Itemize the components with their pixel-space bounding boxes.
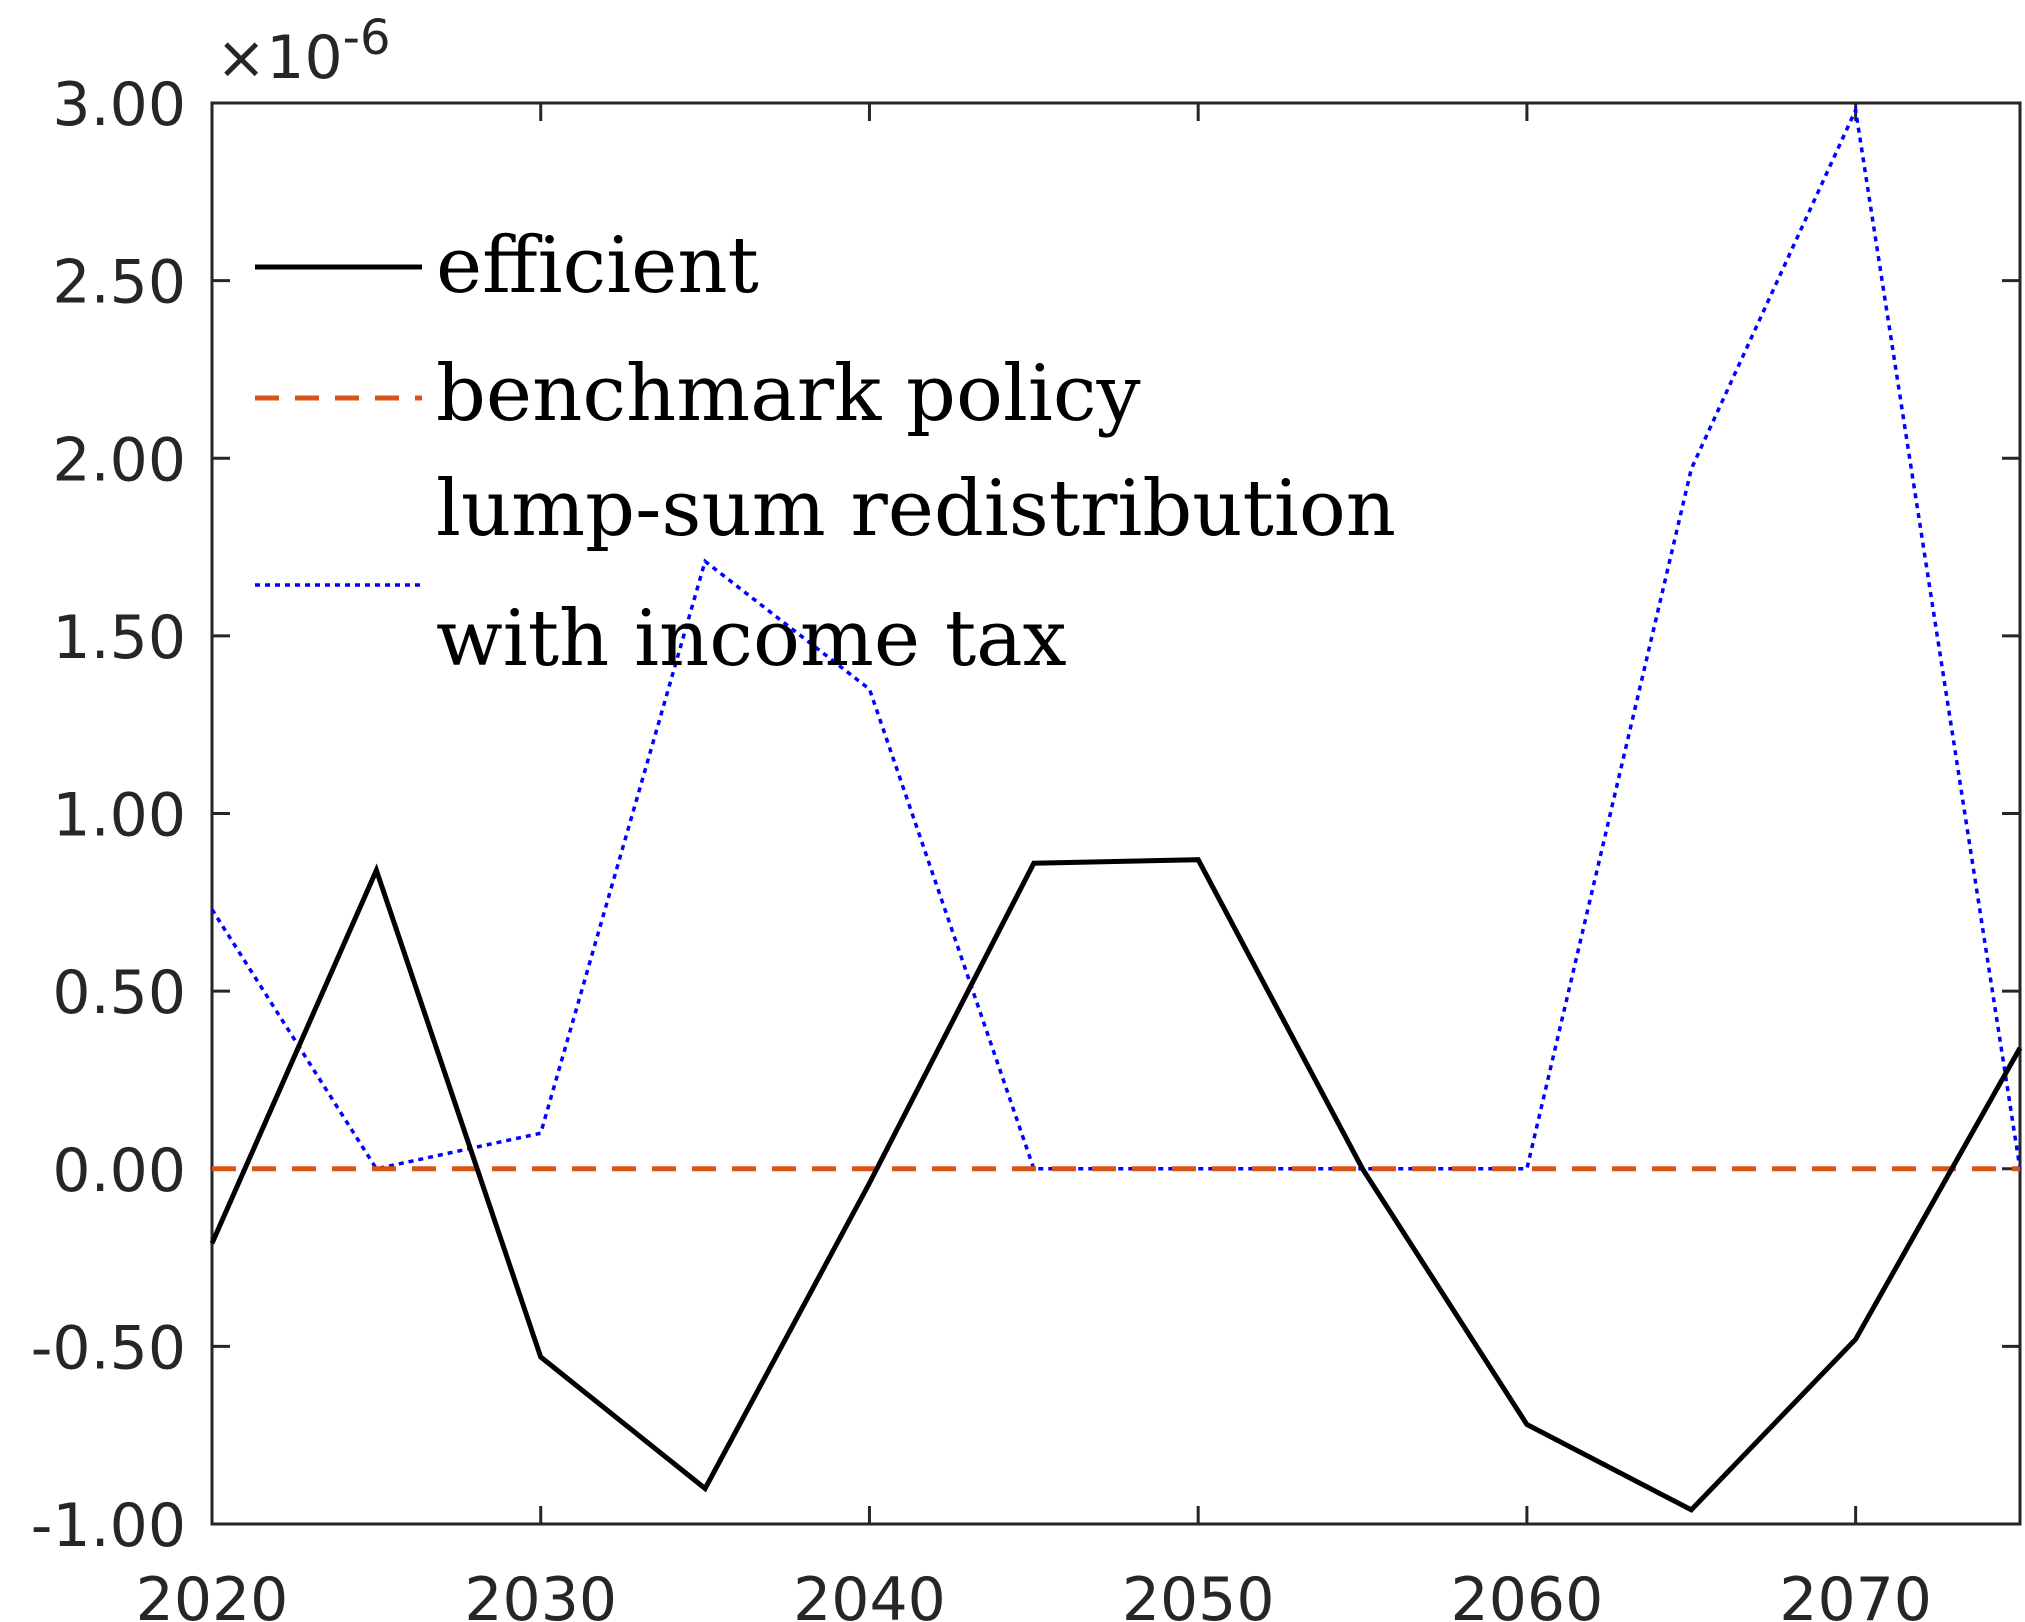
y-tick-label: 2.00 [52, 425, 186, 495]
series-line-2 [210, 104, 2022, 1171]
y-multiplier-label: ×10-6 [216, 10, 390, 93]
y-multiplier-base: ×10 [216, 23, 343, 93]
x-tick-label: 2040 [793, 1565, 946, 1622]
y-tick-label: -1.00 [31, 1491, 186, 1561]
x-tick-label: 2060 [1451, 1565, 1604, 1622]
x-tick-label: 2050 [1122, 1565, 1275, 1622]
x-tick-label: 2030 [464, 1565, 617, 1622]
y-axis: -1.00 -0.50 0.00 0.50 1.00 1.50 2.00 2.50 3.00 [31, 70, 2020, 1561]
legend-label-2: lump-sum redistribution [436, 464, 1396, 554]
legend-label-0: efficient [436, 221, 759, 311]
y-tick-label: 0.50 [52, 958, 186, 1028]
legend-label-2: with income tax [436, 594, 1067, 684]
x-axis: 2020 2030 2040 2050 2060 2070 [136, 103, 1932, 1622]
y-tick-label: 1.50 [52, 603, 186, 673]
series-layer [209, 104, 2023, 1513]
y-multiplier-exponent: -6 [343, 10, 391, 66]
y-tick-label: 1.00 [52, 781, 186, 851]
legend-label-1: benchmark policy [436, 349, 1141, 439]
y-tick-label: 2.50 [52, 248, 186, 318]
y-tick-label: 0.00 [52, 1136, 186, 1206]
legend: efficient benchmark policy lump-sum redist… [255, 221, 1396, 684]
series-line-0 [209, 857, 2023, 1513]
y-tick-label: -0.50 [31, 1313, 186, 1383]
y-tick-label: 3.00 [52, 70, 186, 140]
plot-area: 2020 2030 2040 2050 2060 2070 -1.00 -0.50 0.00 0… [31, 70, 2023, 1622]
axes-frame [210, 101, 2022, 1526]
x-tick-label: 2020 [136, 1565, 289, 1622]
x-tick-label: 2070 [1779, 1565, 1932, 1622]
